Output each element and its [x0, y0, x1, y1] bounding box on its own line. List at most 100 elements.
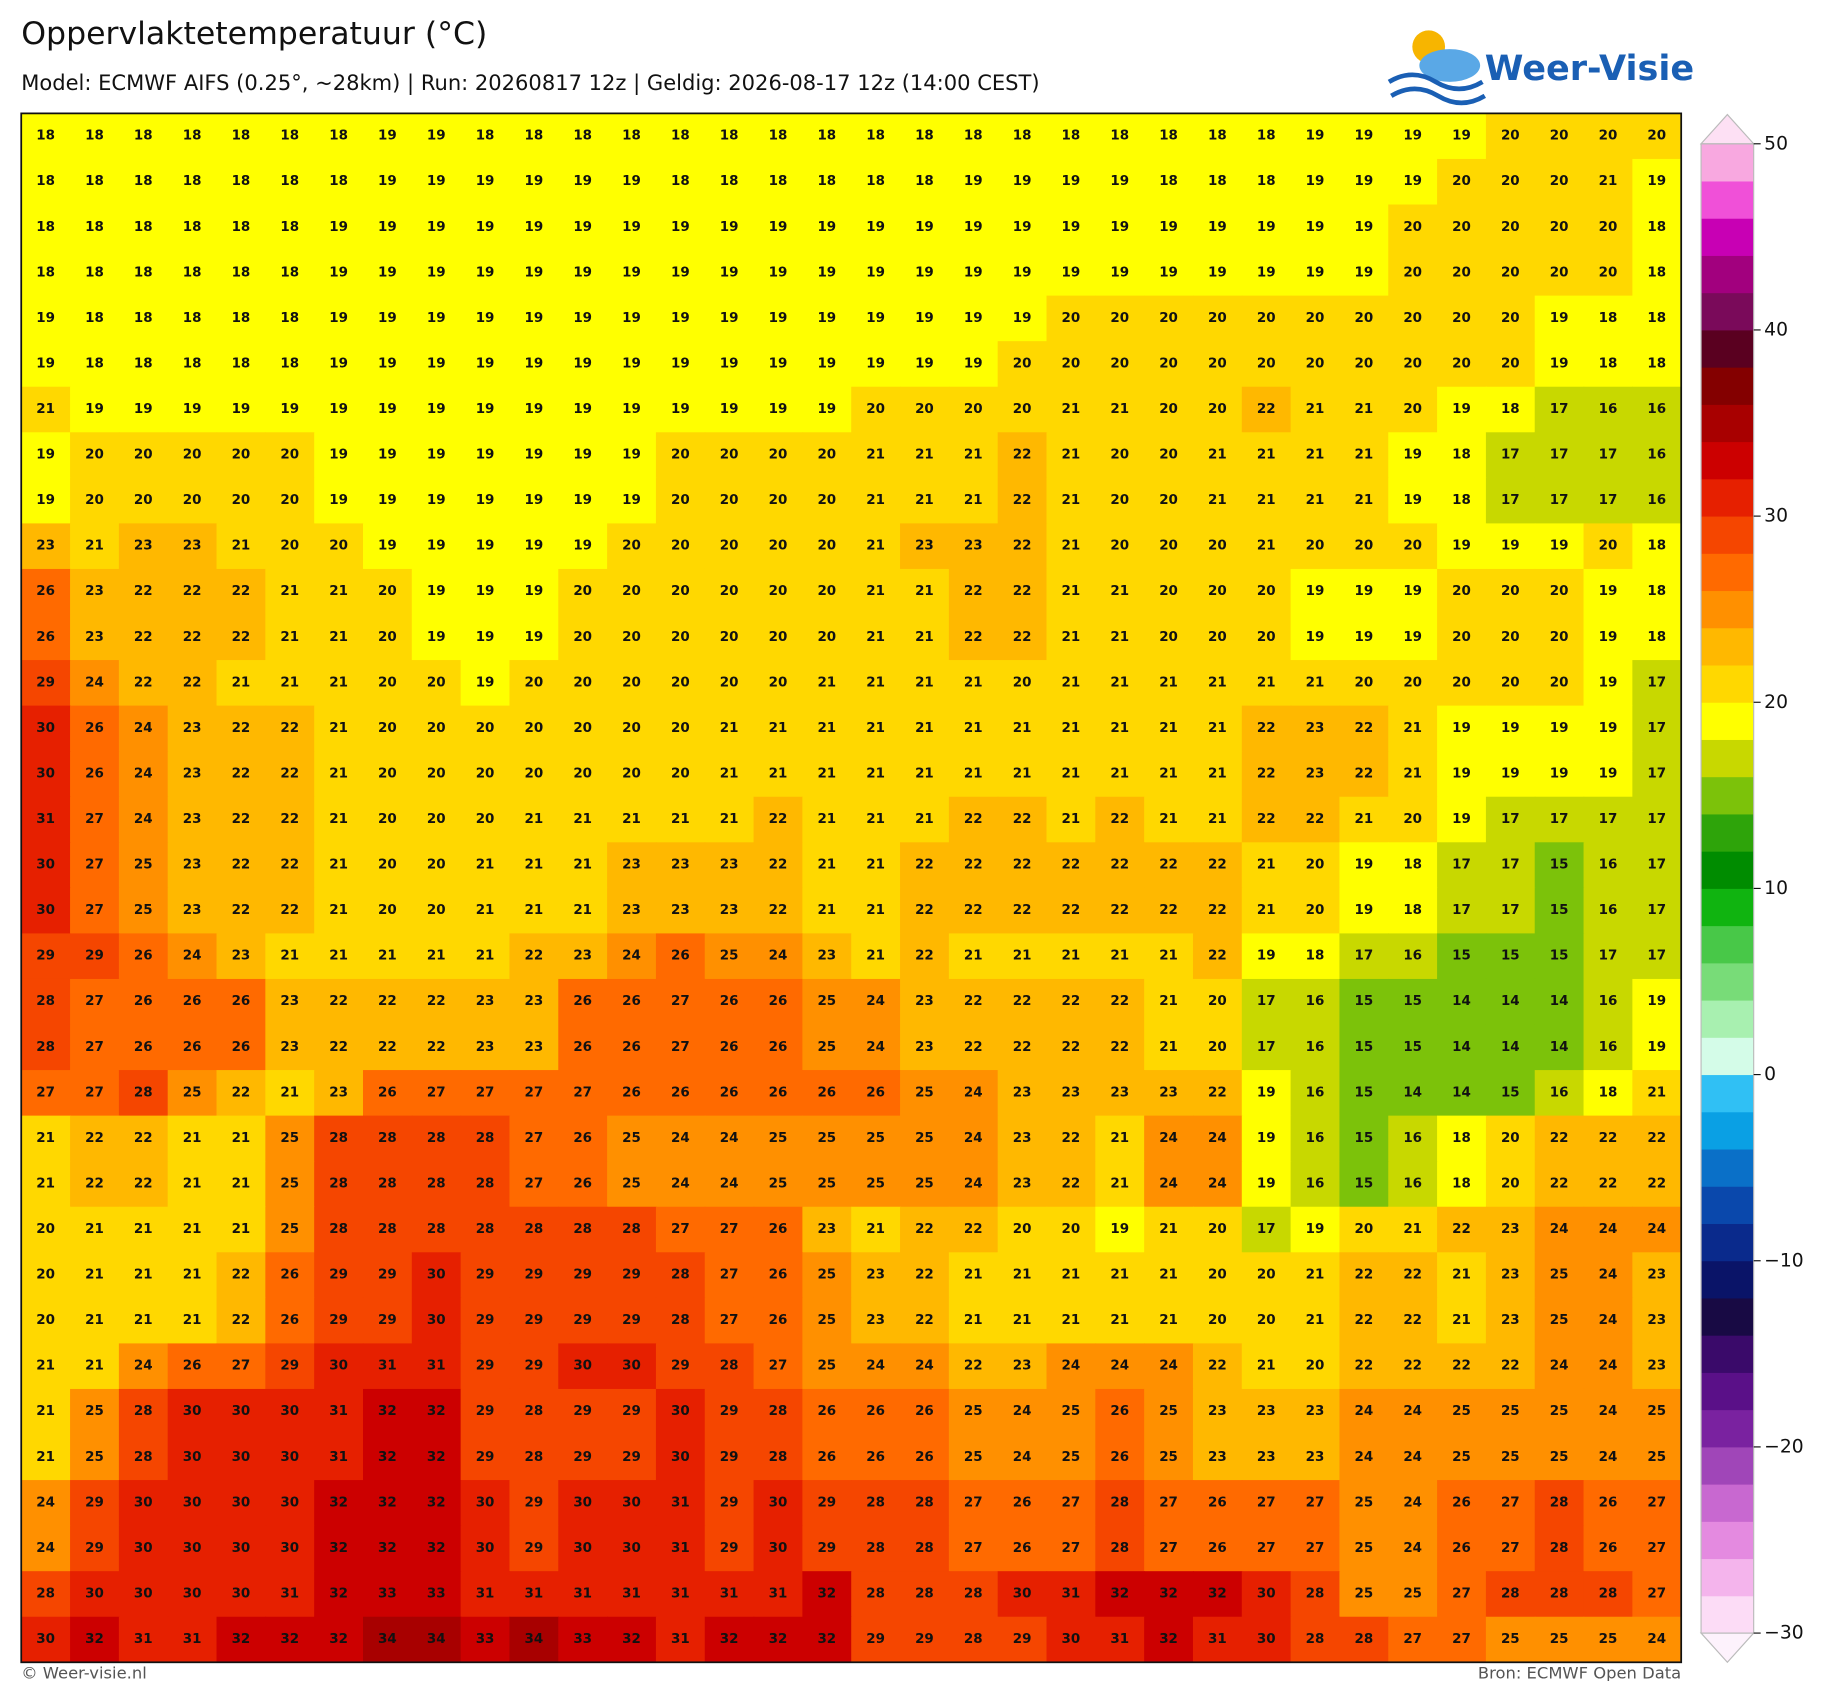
temperature-label: 21: [1013, 721, 1032, 736]
temperature-label: 25: [85, 1404, 104, 1419]
temperature-label: 24: [769, 949, 788, 964]
temperature-cell: [21, 477, 71, 525]
temperature-label: 20: [1647, 129, 1666, 144]
temperature-label: 16: [1403, 1131, 1422, 1146]
temperature-label: 22: [1062, 858, 1081, 873]
temperature-cell: [509, 978, 559, 1026]
temperature-label: 21: [1354, 812, 1373, 827]
temperature-label: 17: [1599, 812, 1618, 827]
temperature-cell: [704, 295, 755, 342]
temperature-cell: [118, 1297, 169, 1345]
temperature-cell: [1632, 477, 1682, 525]
temperature-cell: [509, 1206, 559, 1253]
temperature-cell: [1339, 250, 1389, 297]
temperature-cell: [1534, 113, 1585, 160]
temperature-cell: [655, 796, 706, 843]
temperature-label: 21: [1013, 949, 1032, 964]
temperature-label: 21: [183, 1176, 202, 1191]
temperature-label: 20: [1452, 584, 1471, 599]
temperature-label: 16: [1403, 949, 1422, 964]
temperature-label: 27: [964, 1541, 983, 1556]
temperature-cell: [900, 614, 950, 661]
temperature-cell: [1388, 341, 1438, 388]
temperature-label: 15: [1403, 1040, 1422, 1055]
temperature-cell: [802, 250, 852, 297]
temperature-label: 32: [280, 1632, 299, 1647]
temperature-label: 19: [622, 311, 641, 326]
temperature-label: 19: [427, 630, 446, 645]
temperature-cell: [851, 933, 901, 980]
temperature-cell: [1437, 568, 1487, 616]
temperature-cell: [1534, 1115, 1585, 1162]
temperature-label: 16: [1306, 1085, 1325, 1100]
temperature-cell: [1290, 1297, 1341, 1345]
temperature-label: 19: [671, 220, 690, 235]
temperature-label: 26: [1599, 1541, 1618, 1556]
temperature-label: 29: [720, 1495, 739, 1510]
temperature-label: 26: [671, 949, 690, 964]
temperature-label: 21: [85, 1313, 104, 1328]
temperature-cell: [1632, 1252, 1682, 1299]
temperature-cell: [558, 1070, 608, 1117]
temperature-cell: [1632, 204, 1682, 251]
temperature-label: 21: [378, 949, 397, 964]
temperature-label: 20: [915, 402, 934, 417]
temperature-cell: [460, 1206, 511, 1253]
temperature-cell: [1192, 1115, 1243, 1162]
temperature-label: 19: [1013, 220, 1032, 235]
temperature-label: 26: [183, 1359, 202, 1374]
temperature-label: 25: [817, 1176, 836, 1191]
temperature-cell: [70, 1388, 120, 1436]
temperature-cell: [70, 751, 120, 798]
temperature-cell: [997, 796, 1048, 843]
colorbar-tick-label: −20: [1764, 1436, 1803, 1457]
temperature-cell: [216, 568, 267, 616]
temperature-cell: [70, 477, 120, 525]
temperature-label: 17: [1501, 493, 1520, 508]
temperature-cell: [997, 887, 1048, 935]
temperature-label: 20: [1599, 129, 1618, 144]
temperature-label: 20: [1159, 311, 1178, 326]
temperature-cell: [1339, 1070, 1389, 1117]
temperature-cell: [655, 751, 706, 798]
temperature-cell: [655, 1252, 706, 1299]
temperature-cell: [70, 204, 120, 251]
temperature-label: 26: [769, 1222, 788, 1237]
temperature-label: 22: [1208, 1085, 1227, 1100]
temperature-label: 20: [1354, 356, 1373, 371]
temperature-label: 25: [1403, 1586, 1422, 1601]
temperature-label: 16: [1647, 448, 1666, 463]
temperature-label: 30: [183, 1495, 202, 1510]
temperature-label: 22: [1257, 402, 1276, 417]
temperature-cell: [1534, 1024, 1585, 1071]
temperature-label: 19: [573, 356, 592, 371]
temperature-label: 19: [476, 311, 495, 326]
temperature-label: 21: [964, 1313, 983, 1328]
temperature-cell: [167, 842, 218, 889]
temperature-cell: [1485, 751, 1536, 798]
colorbar-band: [1701, 1521, 1754, 1560]
temperature-cell: [1095, 1388, 1145, 1436]
temperature-cell: [1534, 1434, 1585, 1481]
temperature-label: 21: [1062, 493, 1081, 508]
temperature-label: 19: [1403, 174, 1422, 189]
temperature-cell: [558, 1388, 608, 1436]
temperature-label: 18: [1452, 493, 1471, 508]
temperature-label: 28: [525, 1450, 544, 1465]
temperature-label: 19: [866, 220, 885, 235]
temperature-label: 21: [1110, 630, 1129, 645]
temperature-cell: [1534, 568, 1585, 616]
temperature-cell: [265, 933, 315, 980]
colorbar-band: [1701, 665, 1754, 703]
temperature-cell: [21, 933, 71, 980]
temperature-label: 19: [1354, 220, 1373, 235]
temperature-label: 18: [232, 311, 251, 326]
temperature-cell: [1583, 1115, 1634, 1162]
temperature-cell: [1534, 978, 1585, 1026]
temperature-cell: [655, 386, 706, 433]
temperature-label: 20: [1306, 356, 1325, 371]
temperature-label: 19: [427, 402, 446, 417]
temperature-cell: [1241, 1115, 1292, 1162]
temperature-cell: [704, 1024, 755, 1071]
temperature-cell: [1437, 386, 1487, 433]
